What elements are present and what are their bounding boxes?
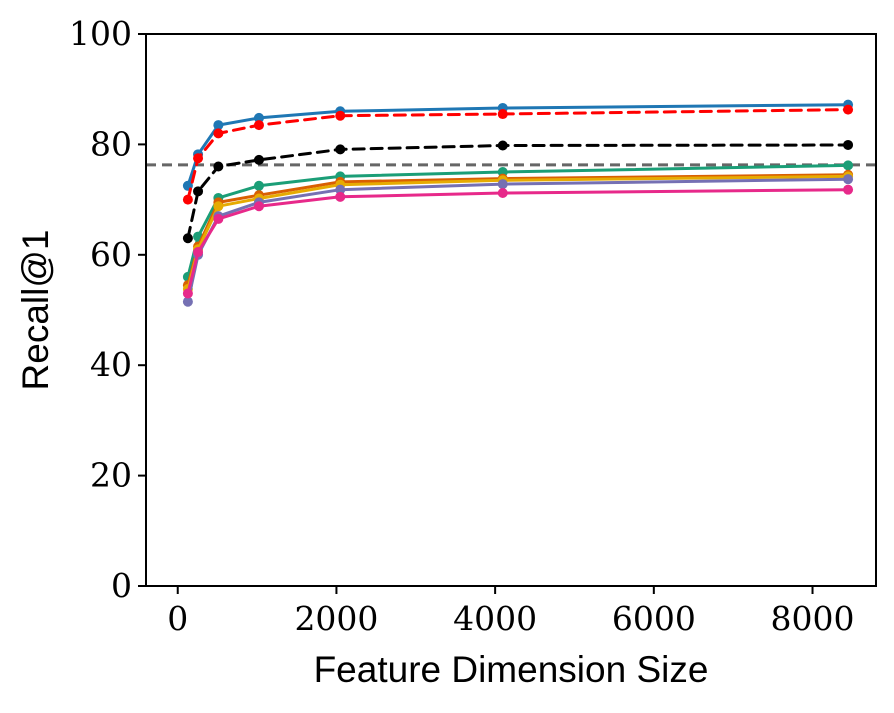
x-tick-label: 4000 [453,599,537,638]
y-axis-label: Recall@1 [15,230,56,391]
series-line [186,163,850,279]
series-point [182,194,193,205]
y-tick-label: 20 [90,456,132,495]
series-layer [182,99,854,307]
series-4 [182,169,854,291]
series-point [253,154,264,165]
series-point [335,144,346,155]
series-point [497,140,508,151]
series-7 [182,184,854,299]
y-tick-label: 0 [111,566,132,605]
y-tick-label: 80 [90,124,132,163]
y-tick-label: 60 [90,235,132,274]
series-point [497,187,508,198]
series-point [843,104,854,115]
series-point [213,161,224,172]
x-tick-label: 8000 [771,599,855,638]
series-point [213,213,224,224]
series-point [497,109,508,120]
series-point [213,201,224,212]
series-point [182,288,193,299]
plot-frame [145,33,877,587]
series-line [186,177,850,304]
y-tick-label: 100 [69,14,132,53]
series-point [182,296,193,307]
series-2 [182,139,854,244]
series-point [253,112,264,123]
series-point [497,179,508,190]
x-ticks: 0 2000 4000 6000 8000 [167,586,855,638]
series-point [193,247,204,258]
series-point [213,128,224,139]
series-point [335,110,346,121]
series-point [253,180,264,191]
series-point [182,233,193,244]
x-axis-label: Feature Dimension Size [314,649,709,690]
series-point [843,184,854,195]
series-point [253,201,264,212]
y-ticks: 0 20 40 60 80 100 [69,14,146,605]
series-line [186,188,850,295]
series-point [253,120,264,131]
series-point [843,139,854,150]
x-tick-label: 6000 [612,599,696,638]
series-point [335,184,346,195]
x-tick-label: 0 [167,599,188,638]
series-point [843,174,854,185]
series-point [335,191,346,202]
series-point [213,120,224,131]
series-line [186,108,850,202]
series-1 [182,104,854,205]
x-tick-label: 2000 [294,599,378,638]
y-tick-label: 40 [90,345,132,384]
series-point [193,153,204,164]
series-point [843,160,854,171]
series-point [193,186,204,197]
